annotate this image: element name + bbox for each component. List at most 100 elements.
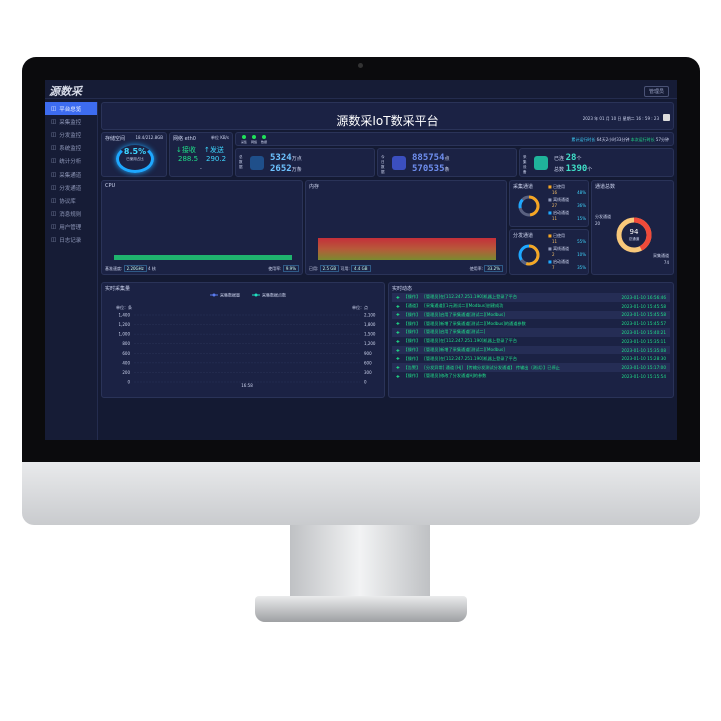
sidebar-item-label: 系统监控 [59,146,82,153]
sidebar-item[interactable]: ◫ 日志记录 [45,234,97,247]
sidebar-item-label: 用户管理 [59,225,82,232]
status-light: 网络 [251,134,257,144]
dist-channels-title: 分发通道 [513,233,534,239]
admin-button[interactable]: 管理员 [643,86,669,97]
y-tick-left: 800 [122,341,130,346]
log-row[interactable]: ✚ 【操作】 [管理员]启用了采集通道[测试二] 2023-01-10 15:40:2… [392,328,670,337]
channel-total-title: 通道总数 [595,184,616,190]
sidebar-item[interactable]: ◫ 统计分析 [45,155,97,168]
recv-label: 接收 [181,146,196,154]
log-row[interactable]: ✚ 【操作】 [管理员]在[112.247.251.190]机器上登录了平台 2023… [392,355,670,364]
log-time: 2023-01-10 15:15:54 [621,373,666,379]
legend-count: 7 [552,265,555,270]
log-time: 2023-01-10 15:40:21 [621,329,666,335]
totals-records-unit: 万条 [291,167,302,173]
log-text: [管理员]在[112.247.251.190]机器上登录了平台 [424,355,518,361]
plus-icon: ✚ [396,312,400,318]
log-row[interactable]: ✚ 【操作】 [管理员]新增了采集通道[测试二][Modbus] 2023-01-10… [392,345,670,355]
sidebar-item[interactable]: ◫ 采集监控 [45,115,97,128]
memory-title: 内存 [309,184,320,190]
share-icon: ◫ [51,184,57,191]
totals-records: 2652 [270,164,292,174]
sidebar-item[interactable]: ◫ 协议库 [45,194,97,207]
logs-title: 实时动态 [392,286,413,292]
legend-label: 离线通道 [553,197,570,202]
log-text: [管理员]新增了采集通道[测试二][Modbus]的通道参数 [424,320,526,326]
legend-label: 离线通道 [553,246,570,251]
collect-channels-donut [518,195,540,217]
y-tick-left: 400 [122,360,130,365]
fullscreen-icon[interactable] [663,114,670,121]
today-label: 今日数据 [381,155,385,174]
legend-pct: 55% [577,239,586,244]
sidebar-item[interactable]: ◫ 消息规则 [45,208,97,221]
dist-channels-donut [518,244,540,266]
sidebar-item-label: 分发监控 [59,132,82,139]
channel-legend-item: ■ 离线通道 2 10% [548,246,588,259]
y-tick-left: 200 [122,370,130,375]
channel-total-value: 94 [629,228,639,236]
log-row[interactable]: ✚ 【操作】 [管理员]启用了采集通道[测试二][Modbus] 2023-01-10… [392,310,670,320]
log-row[interactable]: ✚ 【操作】 [管理员]在[112.247.251.190]机器上登录了平台 2023… [392,337,670,346]
sidebar-item-label: 采集通道 [59,172,82,179]
log-type: 【告警】 [403,364,421,370]
sidebar-item[interactable]: ◫ 系统监控 [45,142,97,155]
y-tick-right: 1,800 [364,322,376,327]
camera [358,63,363,68]
right-unit: 单位：点 [352,304,368,310]
y-tick-right: 0 [364,380,367,385]
sidebar-item[interactable]: ◫ 平台总览 [45,102,97,116]
legend-dot-icon: ■ [548,246,554,251]
storage-gauge [116,145,154,173]
log-row[interactable]: ✚ 【操作】 [管理员]在[112.247.251.190]机器上登录了平台 2023… [392,293,670,302]
y-tick-left: 600 [122,351,130,356]
plus-icon: ✚ [396,373,400,379]
datetime: 2023 年 01 月 10 日 星期二 16 : 59 : 23 [582,116,659,121]
log-type: 【操作】 [403,355,421,361]
home-icon: ◫ [51,197,57,204]
log-text: [管理员]在[112.247.251.190]机器上登录了平台 [424,338,518,344]
log-type: 【操作】 [403,294,421,300]
sidebar-item-label: 消息规则 [59,212,82,219]
legend-label[interactable]: 采集数据量 [220,292,240,298]
status-dot-icon [252,135,257,139]
cpu-cores: 4 核 [148,266,156,271]
log-row[interactable]: ✚ 【告警】 [分发异常] 通道 [HJ] 【传输分发测试分发通道】 传输出（测试）… [392,363,670,372]
log-row[interactable]: ✚ 【操作】 [管理员]新增了采集通道[测试二][Modbus]的通道参数 2023-… [392,319,670,328]
log-row[interactable]: ✚ 【操作】 [管理员]修改了分发通道HJ的参数 2023-01-10 15:15:5… [392,372,670,381]
plus-icon: ✚ [396,329,400,335]
channel-total-donut [616,217,652,253]
log-row[interactable]: ✚ 【通道】 [采集通道][1元测试二][Modbus]创建成功 2023-01-10… [392,302,670,311]
sidebar-item[interactable]: ◫ 采集通道 [45,168,97,181]
status-dot-icon [262,135,267,139]
sidebar-item[interactable]: ◫ 用户管理 [45,221,97,234]
legend-pct: 48% [577,190,586,195]
legend-label[interactable]: 采集数据点数 [262,292,286,298]
y-tick-right: 1,200 [364,341,376,346]
log-type: 【操作】 [403,329,421,335]
collect-value: 74 [663,260,669,265]
y-tick-left: 1,400 [119,313,131,318]
sidebar-item[interactable]: ◫ 分发通道 [45,181,97,194]
cpu-usage-area [114,255,292,260]
y-tick-left: 1,000 [119,332,131,337]
legend-dot-icon: ■ [548,233,554,238]
log-type: 【操作】 [403,311,421,317]
sidebar-item-label: 分发通道 [59,185,82,192]
sidebar-item-label: 采集监控 [59,119,82,126]
status-light-label: 数据 [261,140,268,144]
arrow-down-icon: ↓ [176,146,182,154]
y-tick-right: 2,100 [364,313,376,318]
cpu-usage-label: 使用率: [268,266,282,271]
today-records-unit: 条 [444,167,450,173]
log-time: 2023-01-10 15:45:57 [621,321,666,327]
plus-icon: ✚ [396,338,400,344]
plus-icon: ✚ [396,321,400,327]
y-tick-right: 600 [364,360,372,365]
sidebar-item[interactable]: ◫ 分发监控 [45,128,97,141]
log-time: 2023-01-10 15:28:30 [621,356,666,362]
totals-points: 5324 [270,153,292,163]
runtime-total-label: 累计运行时长 [571,137,596,142]
mem-usage: 33.2% [484,265,503,272]
main: 源数采IoT数采平台 2023 年 01 月 10 日 星期二 16 : 59 … [101,102,674,440]
